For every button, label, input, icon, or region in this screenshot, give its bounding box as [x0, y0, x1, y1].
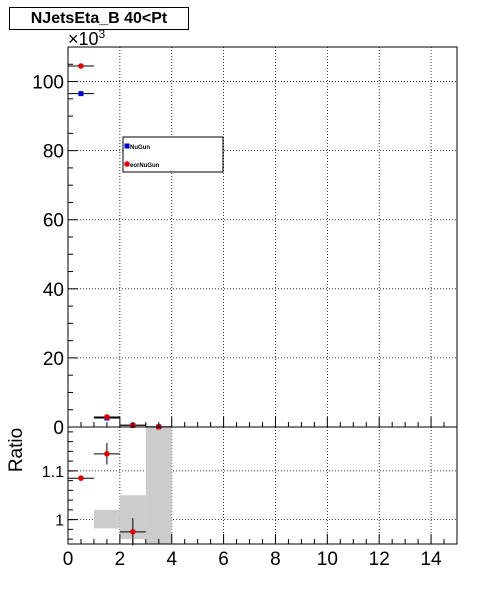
legend-box	[122, 136, 224, 173]
main-data-point-eornugun	[104, 414, 110, 420]
x-tick-label: 12	[369, 549, 390, 570]
main-y-tick-label: 20	[43, 349, 64, 370]
x-tick-label: 8	[270, 549, 281, 570]
ratio-data-point	[104, 451, 110, 457]
axes	[67, 46, 458, 545]
ratio-data-points	[68, 443, 146, 546]
x-tick-label: 6	[218, 549, 229, 570]
x-tick-label: 4	[166, 549, 177, 570]
main-plot-frame	[67, 46, 458, 428]
axis-labels: 0 20 40 60 80 100 ×103 1 1.1 Ratio 0 2 4 6 8 10 12 14	[6, 27, 442, 570]
ratio-uncertainty-band	[93, 427, 172, 544]
main-y-exponent-label: ×103	[68, 27, 106, 49]
x-tick-label: 10	[317, 549, 338, 570]
ratio-data-point	[130, 529, 136, 535]
main-y-tick-label: 100	[32, 73, 64, 94]
main-grid	[68, 47, 457, 427]
legend-label-eornugun: eorNuGun	[130, 163, 160, 169]
main-y-tick-label: 0	[53, 418, 64, 439]
main-y-tick-label: 80	[43, 142, 64, 163]
x-tick-label: 14	[420, 549, 442, 570]
ratio-y-axis-title: Ratio	[6, 428, 27, 472]
x-tick-label: 2	[115, 549, 126, 570]
exponent-power: 3	[99, 27, 106, 41]
x-tick-label: 0	[63, 549, 74, 570]
legend-marker-nugun	[124, 143, 130, 149]
ratio-y-tick-label: 1	[55, 513, 64, 530]
ratio-grid	[68, 427, 457, 544]
main-data-point-eornugun	[78, 63, 84, 69]
chart-title: NJetsEta_B 40<Pt	[9, 7, 189, 30]
ratio-data-point	[78, 475, 84, 481]
main-y-tick-label: 40	[43, 280, 64, 301]
legend-marker-eornugun	[124, 161, 130, 167]
main-data-point-nugun	[78, 91, 84, 97]
ratio-band-bin	[93, 509, 120, 529]
ratio-band-bin	[145, 427, 172, 544]
legend: NuGun eorNuGun	[122, 136, 224, 173]
exponent-base: ×10	[68, 29, 99, 49]
legend-label-nugun: NuGun	[130, 145, 150, 151]
main-y-tick-label: 60	[43, 211, 64, 232]
ratio-y-tick-label: 1.1	[42, 464, 64, 481]
